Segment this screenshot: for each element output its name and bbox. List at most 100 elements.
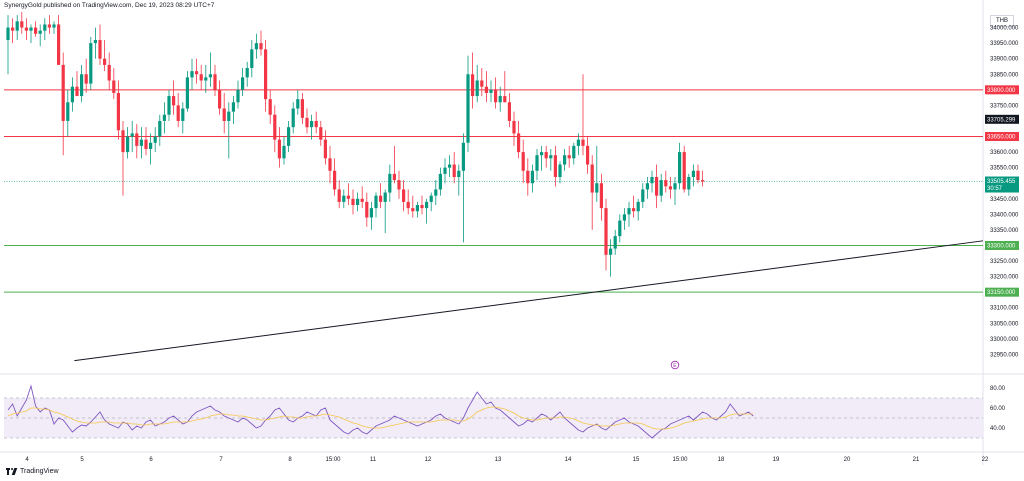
candle-body — [310, 120, 314, 128]
currency-selector[interactable]: THB — [990, 15, 1014, 27]
time-tick-label: 15:00 — [325, 457, 341, 463]
candle-body — [337, 189, 341, 202]
price-tick-label: 33600.000 — [990, 150, 1019, 156]
candle-body — [70, 86, 74, 103]
candle-body — [323, 139, 327, 159]
candle-body — [167, 96, 171, 115]
candle-body — [181, 108, 185, 121]
candle-body — [411, 208, 415, 212]
time-tick-label: 15:00 — [672, 457, 688, 463]
candle-body — [144, 139, 148, 149]
candle-body — [43, 24, 47, 31]
candle-body — [282, 145, 286, 159]
candle-body — [392, 173, 396, 181]
candle-body — [351, 198, 355, 206]
candle-body — [650, 176, 654, 184]
candle-body — [438, 173, 442, 190]
candle-body — [107, 64, 111, 81]
candle-body — [420, 205, 424, 209]
candle-body — [599, 183, 603, 209]
candle-body — [57, 24, 61, 65]
candle-body — [701, 180, 705, 182]
candle-body — [489, 89, 493, 93]
time-tick-label: 13 — [495, 457, 502, 463]
candle-body — [664, 180, 668, 187]
candle-body — [139, 139, 143, 146]
candle-body — [112, 80, 116, 93]
candle-body — [535, 155, 539, 171]
candle-body — [333, 170, 337, 190]
time-tick-label: 22 — [982, 457, 989, 463]
candle-body — [622, 214, 626, 221]
candle-body — [328, 158, 332, 171]
time-tick-label: 8 — [288, 457, 292, 463]
high-marker-label: 33705.299 — [987, 117, 1016, 123]
candle-body — [576, 139, 580, 146]
candle-body — [471, 74, 475, 97]
time-tick-label: 21 — [913, 457, 920, 463]
candle-body — [641, 189, 645, 202]
candle-body — [222, 108, 226, 121]
rsi-line — [7, 384, 754, 439]
candle-body — [20, 21, 24, 28]
candle-body — [425, 201, 429, 209]
high-marker-tag — [985, 114, 1019, 124]
candle-body — [277, 139, 281, 159]
time-axis: 4 5 6 7 8 15:00 11 12 13 14 15 15:00 18 19 20 21 22 — [25, 457, 989, 463]
candle-body — [52, 24, 56, 28]
price-tick-label: 33100.000 — [990, 306, 1019, 312]
candle-body — [11, 27, 15, 31]
candle-body — [678, 152, 682, 184]
time-tick-label: 14 — [565, 457, 572, 463]
candle-body — [135, 133, 139, 146]
price-tick-label: 34000.000 — [990, 26, 1019, 32]
candle-body — [241, 77, 245, 90]
time-tick-label: 19 — [773, 457, 780, 463]
candle-body — [604, 208, 608, 255]
candle-body — [84, 74, 88, 84]
current-price-tag — [985, 176, 1019, 193]
candle-body — [466, 74, 470, 143]
candle-body — [103, 58, 107, 65]
price-tick-label: 33900.000 — [990, 57, 1019, 63]
candle-body — [480, 80, 484, 87]
time-tick-label: 5 — [80, 457, 84, 463]
candle-body — [273, 114, 277, 140]
candle-body — [208, 74, 212, 78]
candle-body — [356, 198, 360, 206]
candle-body — [264, 49, 268, 100]
price-tick-label: 33000.000 — [990, 337, 1019, 343]
resistance-level-label: 33800.000 — [987, 88, 1016, 94]
bar-countdown-label: 30:57 — [987, 186, 1003, 192]
candle-body — [613, 236, 617, 249]
candle-body — [172, 96, 176, 106]
candle-body — [618, 220, 622, 237]
rsi-tick-label: 60.00 — [990, 406, 1006, 412]
candle-body — [517, 133, 521, 153]
time-tick-label: 12 — [425, 457, 432, 463]
candle-body — [383, 192, 387, 202]
candle-body — [397, 180, 401, 190]
candle-body — [691, 170, 695, 177]
time-tick-label: 4 — [25, 457, 29, 463]
candle-body — [374, 195, 378, 209]
candle-body — [526, 170, 530, 184]
candle-body — [379, 195, 383, 202]
candle-body — [530, 170, 534, 184]
candle-body — [388, 173, 392, 193]
candle-body — [300, 99, 304, 118]
candle-body — [448, 164, 452, 168]
candle-body — [549, 155, 553, 159]
candle-body — [6, 27, 10, 41]
tradingview-logo-text: TradingView — [20, 468, 59, 475]
price-tick-label: 33450.000 — [990, 197, 1019, 203]
candle-body — [540, 152, 544, 156]
price-tick-label: 33250.000 — [990, 259, 1019, 265]
candle-body — [484, 86, 488, 93]
candle-body — [627, 208, 631, 215]
candle-body — [609, 248, 613, 255]
tradingview-logo-icon — [6, 468, 18, 475]
candle-body — [34, 27, 38, 34]
candle-body — [93, 40, 97, 44]
